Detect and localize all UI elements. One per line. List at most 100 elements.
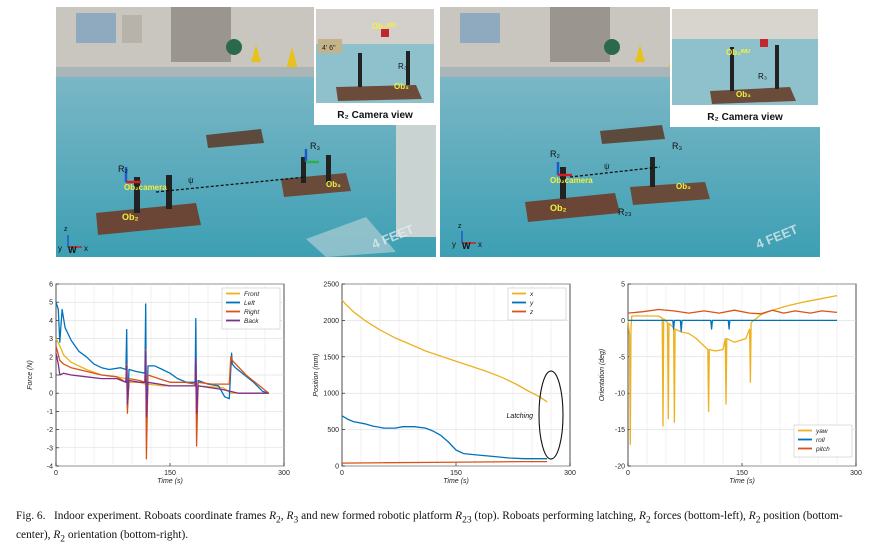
experiment-photo-left: R₂ Camera view R₂ Ob₂camera Ob₂ ψ R₃ Ob₃… [56, 7, 436, 257]
series-line-left [55, 302, 269, 420]
y-axis-label: Position (mm) [313, 353, 320, 396]
annotation-label: Latching [507, 413, 534, 420]
caption-text: orientation (bottom-right). [65, 528, 189, 541]
series-line-roll [628, 319, 837, 332]
caption-r3-sub: 3 [293, 515, 299, 526]
y-tick-label: -10 [615, 391, 625, 398]
y-tick-label: 5 [621, 282, 625, 289]
y-tick-label: -4 [47, 464, 53, 471]
inset-label-ob3: Ob₃ [736, 90, 751, 99]
photo-label-r3: R₃ [672, 141, 682, 151]
series-line-pitch [627, 308, 838, 315]
legend-label: yaw [815, 428, 829, 435]
legend-label: pitch [815, 446, 830, 453]
y-tick-label: 2 [49, 354, 53, 361]
world-axis-y: y [58, 244, 62, 253]
caption-r23-sub: 23 [462, 515, 472, 526]
x-tick-label: 0 [626, 470, 630, 477]
x-tick-label: 150 [736, 470, 748, 477]
orientation-chart: 0 150 300 -20 -15 -10 -5 0 5 Time (s) Orientation … [586, 270, 870, 490]
series-line-z [341, 460, 548, 464]
x-tick-label: 300 [850, 470, 862, 477]
y-tick-label: 0 [335, 464, 339, 471]
x-tick-label: 0 [340, 470, 344, 477]
caption-text: and new formed robotic platform [298, 510, 456, 522]
inset-label-ob3: Ob₃ [394, 82, 409, 91]
y-tick-label: 0 [49, 391, 53, 398]
y-tick-label: 4 [49, 318, 53, 325]
y-tick-label: -15 [615, 427, 625, 434]
series-line-yaw [627, 294, 838, 445]
caption-label: Fig. 6. [16, 510, 46, 522]
x-axis-label: Time (s) [729, 478, 755, 485]
world-axis-y: y [452, 240, 456, 249]
photo-label-r23: R₂₃ [618, 207, 632, 217]
caption-r2: R [748, 510, 756, 522]
photo-label-psi: ψ [188, 175, 194, 185]
photo-label-ob2: Ob₂ [550, 203, 567, 213]
depth-sign: 4' 6" [322, 45, 336, 52]
caption-sep: , [280, 510, 287, 522]
caption-r2-sub: 2 [276, 515, 281, 526]
y-tick-label: 1 [49, 373, 53, 380]
x-axis-label: Time (s) [443, 478, 469, 485]
photo-label-psi: ψ [604, 161, 610, 171]
caption-r3: R [286, 510, 294, 522]
y-tick-label: -1 [47, 409, 53, 416]
world-axis-x: x [84, 244, 88, 253]
inset-label-ob3-top: Ob₃ᴵᴹᵁ [372, 22, 396, 31]
y-tick-label: 0 [621, 318, 625, 325]
caption-r23: R [455, 510, 463, 522]
photo-label-ob2camera: Ob₂camera [124, 183, 167, 192]
caption-text: Indoor experiment. Roboats coordinate fr… [53, 510, 270, 522]
legend-label: Back [244, 318, 259, 325]
world-axis-x: x [478, 240, 482, 249]
y-tick-label: 2000 [323, 318, 339, 325]
photo-label-r3: R₃ [310, 141, 320, 151]
series-line-y [341, 415, 548, 460]
photo-label-ob2camera: Ob₂camera [550, 176, 593, 185]
x-axis-label: Time (s) [157, 478, 183, 485]
legend-label: x [529, 291, 534, 298]
y-tick-label: 6 [49, 282, 53, 289]
series-line-x [341, 299, 548, 403]
caption-r2-sub: 2 [645, 515, 651, 526]
y-tick-label: 3 [49, 336, 53, 343]
caption-text: (top). Roboats performing latching, [471, 510, 639, 522]
latching-ellipse [538, 370, 564, 460]
position-chart: 0 150 300 0 500 1000 1500 2000 2500 Time (s) Posit… [300, 270, 584, 490]
world-axis-z: z [458, 223, 462, 230]
x-tick-label: 0 [54, 470, 58, 477]
inset-label-r3: R₃ [758, 72, 767, 81]
y-tick-label: 2500 [323, 282, 339, 289]
inset-label-r3: R₃ [398, 62, 407, 71]
photo-label-r2: R₂ [550, 149, 560, 159]
y-tick-label: 1000 [323, 391, 339, 398]
x-tick-label: 150 [450, 470, 462, 477]
legend-label: z [529, 309, 534, 316]
caption-r2: R [269, 510, 277, 522]
y-tick-label: 500 [327, 427, 339, 434]
series-line-right [55, 345, 270, 460]
caption-text: forces (bottom-left), [650, 510, 749, 522]
y-axis-label: Orientation (deg) [599, 349, 606, 402]
x-tick-label: 150 [164, 470, 176, 477]
y-axis-label: Force (N) [27, 360, 34, 390]
legend-label: Front [244, 291, 260, 298]
photo-label-ob3: Ob₃ [326, 180, 341, 189]
inset-label-ob3-top: Ob₃ᴵᴹᵁ [726, 48, 750, 57]
photo-label-ob2: Ob₂ [122, 212, 139, 222]
caption-r2: R [638, 510, 646, 522]
series-line-back [55, 350, 269, 418]
legend-label: Left [244, 300, 256, 307]
caption-r2-sub: 2 [755, 515, 761, 526]
caption-r2: R [53, 528, 61, 541]
camera-view-title: R₂ Camera view [337, 110, 413, 121]
y-tick-label: 1500 [323, 354, 339, 361]
caption-text: position (bottom-center), [16, 510, 843, 541]
y-tick-label: -5 [619, 354, 625, 361]
legend-label: roll [816, 437, 825, 444]
y-tick-label: -20 [615, 464, 625, 471]
camera-view-title: R₂ Camera view [707, 112, 783, 123]
caption-r2-sub: 2 [60, 534, 66, 545]
